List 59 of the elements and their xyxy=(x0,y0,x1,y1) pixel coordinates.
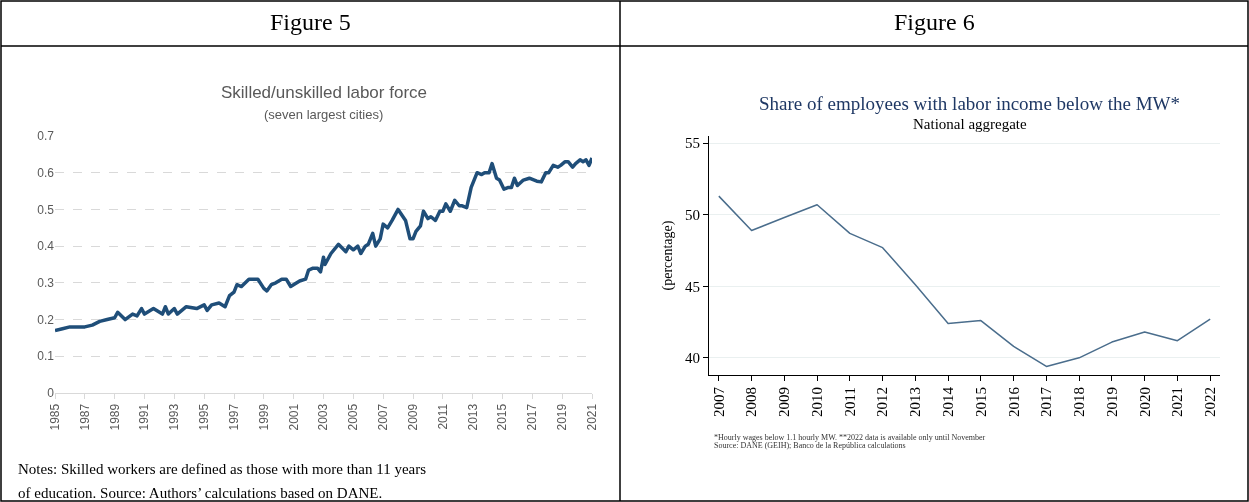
x-tick-label: 2001 xyxy=(286,403,301,431)
line-series xyxy=(718,195,1211,368)
y-tick-label: 0.2 xyxy=(37,312,55,327)
y-tick-label: 0.4 xyxy=(37,239,55,254)
x-tick-label: 2015 xyxy=(972,387,989,417)
x-tick-label: 2021 xyxy=(1169,387,1186,417)
x-tick-label: 2005 xyxy=(346,403,361,431)
x-tick-label: 2018 xyxy=(1071,387,1088,417)
x-tick-label: 2008 xyxy=(743,387,760,417)
x-tick-label: 2017 xyxy=(1038,386,1055,417)
x-tick-label: 2019 xyxy=(1103,387,1120,417)
x-tick-label: 2019 xyxy=(555,403,570,431)
y-tick-label: 0.7 xyxy=(37,129,55,144)
x-tick-label: 2012 xyxy=(874,387,891,417)
x-tick-label: 2014 xyxy=(939,386,956,417)
y-tick-label: 0.3 xyxy=(37,276,55,291)
x-tick-label: 2017 xyxy=(525,403,540,431)
text: Notes: Skilled workers are defined as those with more than 11 years of education. Source: Authors’ calculations based on DANE. xyxy=(18,461,427,501)
line-series xyxy=(55,156,592,333)
x-tick-label: 2007 xyxy=(710,386,727,417)
y-tick-label: 40 xyxy=(685,350,700,367)
x-tick-label: 1985 xyxy=(47,403,62,431)
x-tick-label: 2009 xyxy=(776,387,793,417)
x-tick-label: 1989 xyxy=(107,403,122,431)
x-tick-label: 2021 xyxy=(584,403,599,431)
text: *Hourly wages below 1.1 hourly MW. **2022 data is available only until November xyxy=(714,433,986,442)
x-tick-label: 2011 xyxy=(435,403,450,430)
x-tick-label: 1999 xyxy=(256,403,271,431)
x-tick-label: 1995 xyxy=(197,403,212,431)
y-tick-label: 55 xyxy=(685,135,700,152)
source-note: Source: DANE (GEIH); Banco de la República calculations xyxy=(714,441,906,450)
y-tick-label: 45 xyxy=(685,278,700,295)
x-tick-label: 2009 xyxy=(405,403,420,431)
x-tick-label: 2010 xyxy=(808,387,825,417)
x-tick-label: 2007 xyxy=(376,403,391,431)
y-tick-label: 0 xyxy=(47,386,55,401)
y-axis-title: (percentage) xyxy=(659,220,676,291)
x-tick-label: 1997 xyxy=(226,403,241,431)
x-tick-label: 2003 xyxy=(316,403,331,431)
x-tick-label: 1991 xyxy=(137,403,152,431)
x-tick-label: 2016 xyxy=(1005,386,1022,417)
x-tick-label: 2022 xyxy=(1202,387,1219,417)
y-tick-label: 0.6 xyxy=(37,165,55,180)
x-tick-label: 2013 xyxy=(465,403,480,431)
y-tick-label: 50 xyxy=(685,206,700,223)
y-tick-label: 0.5 xyxy=(37,202,55,217)
x-tick-label: 1993 xyxy=(167,403,182,431)
y-tick-label: 0.1 xyxy=(37,349,55,364)
chart-title: Share of employees with labor income below the MW* xyxy=(759,93,1181,114)
chart-title: Skilled/unskilled labor force xyxy=(221,83,427,102)
caption: Figure 5 xyxy=(270,9,351,35)
x-tick-label: 2020 xyxy=(1136,387,1153,417)
x-tick-label: 2011 xyxy=(841,387,858,417)
chart-subtitle: (seven largest cities) xyxy=(264,107,384,122)
x-tick-label: 2015 xyxy=(495,403,510,431)
chart-subtitle: National aggregate xyxy=(913,116,1028,132)
x-tick-label: 2013 xyxy=(907,387,924,417)
x-tick-label: 1987 xyxy=(77,403,92,431)
caption: Figure 6 xyxy=(894,9,975,35)
